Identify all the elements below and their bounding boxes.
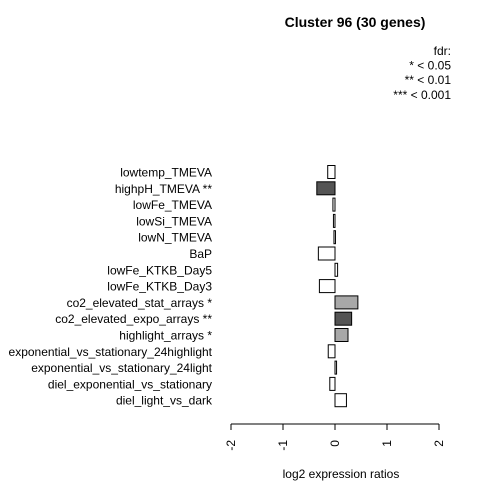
legend-line: fdr: — [434, 44, 451, 58]
category-label: lowSi_TMEVA — [136, 214, 212, 228]
category-label: lowFe_TMEVA — [133, 198, 212, 212]
bar — [334, 328, 349, 342]
legend-line: * < 0.05 — [409, 59, 451, 73]
category-label: highlight_arrays * — [119, 329, 212, 343]
bar — [334, 262, 339, 277]
bar — [327, 165, 336, 179]
bar — [317, 246, 336, 261]
category-label: lowN_TMEVA — [138, 231, 212, 245]
bar — [334, 295, 359, 310]
bar — [333, 230, 336, 245]
legend-line: *** < 0.001 — [393, 88, 451, 102]
x-tick-label: 1 — [380, 440, 394, 447]
category-label: lowtemp_TMEVA — [120, 166, 212, 180]
legend-line: ** < 0.01 — [405, 73, 452, 87]
x-tick-label: 2 — [432, 440, 446, 447]
category-label: exponential_vs_stationary_24highlight — [9, 345, 213, 359]
category-label: co2_elevated_expo_arrays ** — [55, 312, 212, 326]
bars-group — [316, 165, 359, 408]
bar — [329, 376, 336, 391]
bar — [332, 197, 336, 212]
bar — [334, 360, 338, 375]
chart-legend: fdr:* < 0.05** < 0.01*** < 0.001 — [393, 44, 451, 102]
bar — [316, 181, 336, 196]
x-tick-label: -1 — [276, 440, 290, 451]
x-axis-title: log2 expression ratios — [283, 467, 400, 481]
bar — [334, 311, 353, 326]
category-label: co2_elevated_stat_arrays * — [67, 296, 213, 310]
x-tick-label: 0 — [328, 440, 342, 447]
category-label: lowFe_KTKB_Day3 — [107, 280, 212, 294]
category-labels: lowtemp_TMEVA highpH_TMEVA ** lowFe_TMEVAl… — [9, 166, 213, 408]
category-label: lowFe_KTKB_Day5 — [107, 263, 212, 277]
bar — [332, 213, 336, 228]
x-axis: -2 -1 0 1 2 — [224, 423, 446, 451]
x-tick-label: -2 — [224, 440, 238, 451]
category-label: diel_exponential_vs_stationary — [48, 377, 212, 391]
bar — [318, 279, 336, 294]
category-label: highpH_TMEVA ** — [115, 182, 212, 196]
category-label: exponential_vs_stationary_24light — [31, 361, 212, 375]
category-label: BaP — [189, 247, 212, 261]
category-label: diel_light_vs_dark — [116, 394, 213, 408]
chart-title: Cluster 96 (30 genes) — [285, 14, 426, 30]
bar — [327, 344, 336, 359]
bar — [334, 393, 347, 408]
